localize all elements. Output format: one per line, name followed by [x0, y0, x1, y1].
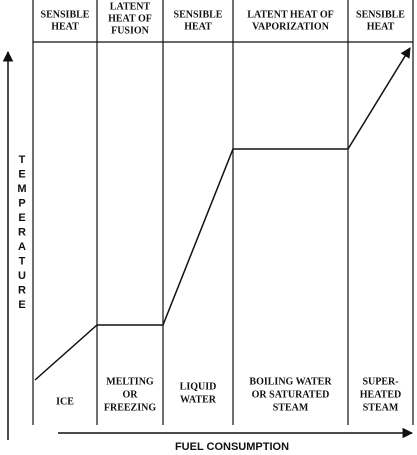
- phase-label: STEAM: [363, 402, 399, 413]
- phase-label: LIQUID: [180, 381, 217, 392]
- column-header: HEAT: [367, 21, 395, 32]
- column-header: SENSIBLE: [356, 9, 405, 20]
- phase-label: OR SATURATED: [252, 389, 330, 400]
- phase-label: BOILING WATER: [249, 376, 332, 387]
- phase-label: OR: [123, 389, 139, 400]
- column-header: VAPORIZATION: [252, 21, 330, 32]
- column-header: HEAT: [51, 21, 79, 32]
- column-header: LATENT HEAT OF: [247, 9, 334, 20]
- phase-label: MELTING: [106, 376, 154, 387]
- heating-curve: [34, 47, 411, 381]
- column-header: SENSIBLE: [41, 9, 90, 20]
- column-header: HEAT OF: [108, 13, 152, 24]
- phase-label: FREEZING: [104, 402, 156, 413]
- column-header: SENSIBLE: [174, 9, 223, 20]
- column-header: FUSION: [111, 25, 150, 36]
- phase-label: SUPER-: [362, 376, 398, 387]
- column-header: LATENT: [110, 1, 151, 12]
- column-header: HEAT: [184, 21, 212, 32]
- phase-label: STEAM: [273, 402, 309, 413]
- phase-label: HEATED: [360, 389, 402, 400]
- grid: [32, 0, 414, 425]
- x-axis-title: FUEL CONSUMPTION: [175, 441, 289, 453]
- phase-label: WATER: [180, 394, 217, 405]
- phase-label: ICE: [56, 396, 74, 407]
